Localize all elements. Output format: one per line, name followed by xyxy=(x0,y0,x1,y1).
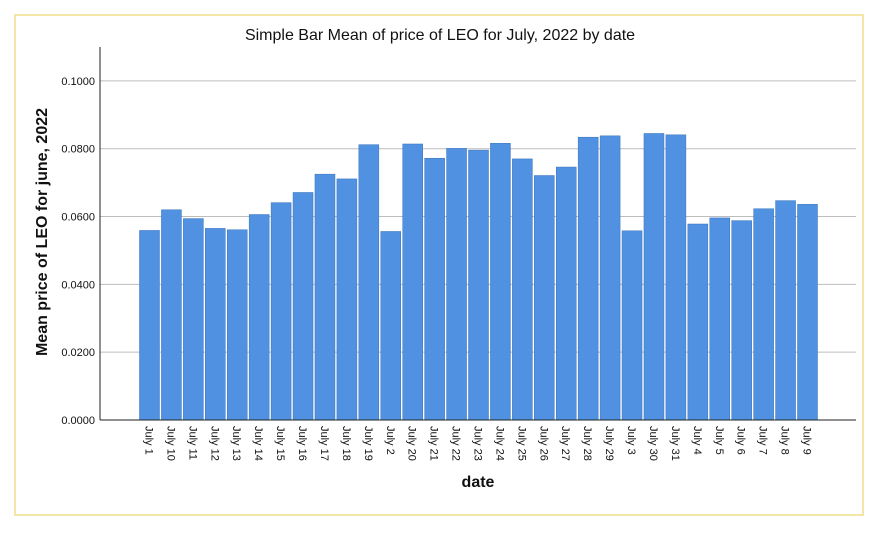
x-tick-label: July 31 xyxy=(669,426,681,461)
x-tick-labels: July 1 July 10 July 11 July 12 July 13 July 1… xyxy=(143,426,813,461)
bar xyxy=(161,209,182,421)
x-tick-label: July 15 xyxy=(274,426,286,461)
x-tick-label: July 4 xyxy=(691,426,703,455)
bar xyxy=(534,175,555,421)
x-tick-label: July 27 xyxy=(559,426,571,461)
x-tick-label: July 12 xyxy=(208,426,220,461)
y-axis-label: Mean price of LEO for june, 2022 xyxy=(34,108,51,356)
y-tick-label: 0.0600 xyxy=(61,212,95,224)
x-tick-label: July 3 xyxy=(625,426,637,455)
x-tick-label: July 25 xyxy=(515,426,527,461)
x-tick-label: July 29 xyxy=(603,426,615,461)
x-tick-label: July 26 xyxy=(537,426,549,461)
bar xyxy=(205,228,226,421)
x-tick-label: July 22 xyxy=(450,426,462,461)
bar xyxy=(270,202,292,421)
bar xyxy=(468,149,489,421)
bar xyxy=(292,192,314,421)
bars xyxy=(139,133,818,421)
bar xyxy=(314,173,336,421)
bar xyxy=(753,208,774,421)
x-tick-label: July 30 xyxy=(647,426,659,461)
chart-frame xyxy=(14,14,864,516)
y-tick-label: 0.0200 xyxy=(61,347,95,359)
x-tick-label: July 7 xyxy=(757,426,769,455)
bar xyxy=(446,148,467,421)
x-tick-label: July 10 xyxy=(164,426,176,461)
bar xyxy=(577,136,599,421)
x-tick-label: July 2 xyxy=(384,426,396,455)
bar xyxy=(402,143,423,421)
x-tick-label: July 11 xyxy=(186,426,198,460)
x-tick-label: July 13 xyxy=(230,426,242,461)
bar xyxy=(336,178,358,421)
bar xyxy=(687,223,709,421)
bar xyxy=(731,220,752,421)
x-tick-label: July 19 xyxy=(362,426,374,461)
bar xyxy=(665,134,687,421)
x-tick-label: July 8 xyxy=(779,426,791,455)
axes xyxy=(99,47,856,421)
bar xyxy=(139,230,160,421)
bar xyxy=(709,217,731,421)
y-tick-label: 0.1000 xyxy=(61,76,95,88)
x-tick-label: July 17 xyxy=(318,426,330,461)
bar xyxy=(248,214,270,421)
x-axis-label: date xyxy=(462,474,495,491)
y-tick-label: 0.0400 xyxy=(61,279,95,291)
x-tick-label: July 28 xyxy=(581,426,593,461)
x-tick-label: July 16 xyxy=(296,426,308,461)
x-tick-label: July 6 xyxy=(735,426,747,455)
bar xyxy=(599,135,621,421)
y-tick-labels: 0.0000 0.0200 0.0400 0.0600 0.0800 0.1000 xyxy=(61,76,95,427)
bar xyxy=(775,200,796,421)
y-tick-label: 0.0800 xyxy=(61,144,95,156)
bar xyxy=(380,231,402,421)
chart-title: Simple Bar Mean of price of LEO for July… xyxy=(245,27,635,44)
bar xyxy=(358,144,380,421)
bar xyxy=(643,133,665,421)
x-tick-label: July 24 xyxy=(493,426,505,461)
bar xyxy=(555,166,577,421)
x-tick-label: July 20 xyxy=(406,426,418,461)
y-tick-label: 0.0000 xyxy=(61,415,95,427)
x-tick-label: July 18 xyxy=(340,426,352,461)
bar xyxy=(797,204,818,421)
x-tick-label: July 5 xyxy=(713,426,725,455)
x-tick-label: July 1 xyxy=(143,426,155,455)
bar xyxy=(490,143,511,421)
bar xyxy=(621,230,643,421)
bar xyxy=(226,229,248,421)
x-tick-label: July 14 xyxy=(252,426,264,461)
x-tick-label: July 21 xyxy=(428,426,440,461)
bar xyxy=(424,157,445,421)
x-tick-label: July 9 xyxy=(801,426,813,455)
x-tick-label: July 23 xyxy=(472,426,484,461)
bar xyxy=(512,158,533,421)
bar xyxy=(183,218,204,421)
